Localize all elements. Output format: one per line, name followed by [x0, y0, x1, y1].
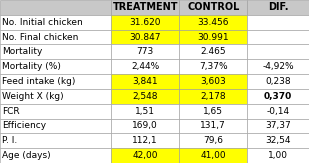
Bar [247, 89, 309, 104]
Text: CONTROL: CONTROL [187, 2, 239, 12]
Bar [179, 0, 247, 15]
Bar [0, 30, 111, 44]
Bar [179, 30, 247, 44]
Bar [247, 133, 309, 148]
Bar [0, 44, 111, 59]
Bar [111, 74, 179, 89]
Text: 169,0: 169,0 [132, 121, 158, 130]
Text: P. I.: P. I. [2, 136, 18, 145]
Text: 30.991: 30.991 [197, 33, 229, 42]
Bar [179, 119, 247, 133]
Text: 0,370: 0,370 [264, 92, 292, 101]
Text: Feed intake (kg): Feed intake (kg) [2, 77, 76, 86]
Text: -4,92%: -4,92% [262, 62, 294, 71]
Text: 112,1: 112,1 [133, 136, 158, 145]
Text: 2,548: 2,548 [133, 92, 158, 101]
Bar [0, 74, 111, 89]
Bar [0, 104, 111, 119]
Text: 37,37: 37,37 [265, 121, 291, 130]
Text: 33.456: 33.456 [197, 18, 229, 27]
Bar [247, 15, 309, 30]
Text: 1,65: 1,65 [203, 107, 223, 116]
Text: 2,44%: 2,44% [131, 62, 159, 71]
Bar [247, 74, 309, 89]
Text: No. Final chicken: No. Final chicken [2, 33, 79, 42]
Bar [247, 104, 309, 119]
Bar [111, 119, 179, 133]
Bar [111, 30, 179, 44]
Bar [179, 89, 247, 104]
Bar [111, 59, 179, 74]
Bar [0, 133, 111, 148]
Bar [247, 59, 309, 74]
Bar [179, 15, 247, 30]
Bar [179, 59, 247, 74]
Bar [247, 119, 309, 133]
Bar [247, 0, 309, 15]
Text: 0,238: 0,238 [265, 77, 291, 86]
Text: 1,51: 1,51 [135, 107, 155, 116]
Text: 3,841: 3,841 [133, 77, 158, 86]
Bar [179, 148, 247, 163]
Text: Mortality (%): Mortality (%) [2, 62, 61, 71]
Bar [247, 148, 309, 163]
Text: Weight X (kg): Weight X (kg) [2, 92, 64, 101]
Bar [111, 44, 179, 59]
Bar [111, 133, 179, 148]
Text: FCR: FCR [2, 107, 20, 116]
Bar [179, 104, 247, 119]
Text: 2.465: 2.465 [201, 47, 226, 56]
Text: 131,7: 131,7 [200, 121, 226, 130]
Text: 1,00: 1,00 [268, 151, 288, 160]
Bar [179, 133, 247, 148]
Bar [0, 119, 111, 133]
Text: 773: 773 [137, 47, 154, 56]
Bar [179, 74, 247, 89]
Text: Efficiency: Efficiency [2, 121, 47, 130]
Text: 32,54: 32,54 [265, 136, 291, 145]
Text: DIF.: DIF. [268, 2, 288, 12]
Bar [111, 15, 179, 30]
Text: 41,00: 41,00 [201, 151, 226, 160]
Bar [0, 148, 111, 163]
Text: -0,14: -0,14 [267, 107, 290, 116]
Bar [0, 89, 111, 104]
Text: 31.620: 31.620 [129, 18, 161, 27]
Text: Mortality: Mortality [2, 47, 43, 56]
Bar [0, 59, 111, 74]
Text: TREATMENT: TREATMENT [112, 2, 178, 12]
Text: 2,178: 2,178 [201, 92, 226, 101]
Bar [247, 44, 309, 59]
Bar [0, 0, 111, 15]
Bar [111, 148, 179, 163]
Text: 79,6: 79,6 [203, 136, 223, 145]
Text: 3,603: 3,603 [200, 77, 226, 86]
Text: No. Initial chicken: No. Initial chicken [2, 18, 83, 27]
Bar [247, 30, 309, 44]
Text: 30.847: 30.847 [129, 33, 161, 42]
Text: Age (days): Age (days) [2, 151, 51, 160]
Bar [111, 89, 179, 104]
Bar [111, 104, 179, 119]
Bar [0, 15, 111, 30]
Text: 7,37%: 7,37% [199, 62, 227, 71]
Bar [179, 44, 247, 59]
Text: 42,00: 42,00 [133, 151, 158, 160]
Bar [111, 0, 179, 15]
